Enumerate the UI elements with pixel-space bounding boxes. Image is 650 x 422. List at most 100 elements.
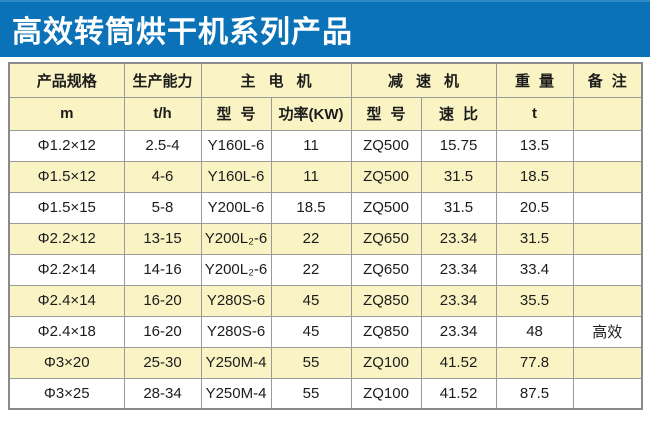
column-header: 型号 bbox=[350, 96, 422, 131]
table-cell: Y280S-6 bbox=[200, 315, 272, 348]
table-cell bbox=[572, 284, 643, 317]
table-cell: Φ2.4×18 bbox=[8, 315, 125, 348]
column-header: 速比 bbox=[420, 96, 497, 131]
table-cell bbox=[572, 191, 643, 224]
table-cell: 22 bbox=[270, 222, 352, 255]
table-cell: Φ1.5×15 bbox=[8, 191, 125, 224]
table-cell: 11 bbox=[270, 160, 352, 193]
table-cell: 41.52 bbox=[420, 346, 497, 379]
table-cell: 18.5 bbox=[495, 160, 574, 193]
table-cell: 5-8 bbox=[123, 191, 202, 224]
header-group-row: 产品规格 生产能力 主电机 减速机 重量 备注 bbox=[8, 62, 643, 98]
column-header: 型号 bbox=[200, 96, 272, 131]
table-row: Φ3×25 28-34 Y250M-4 55 ZQ100 41.52 87.5 bbox=[8, 377, 643, 410]
table-cell: 35.5 bbox=[495, 284, 574, 317]
table-row: Φ2.2×14 14-16 Y200L₂-6 22 ZQ650 23.34 33.4 bbox=[8, 253, 643, 286]
table-cell: 48 bbox=[495, 315, 574, 348]
table-cell: 55 bbox=[270, 377, 352, 410]
table-cell: Y200L-6 bbox=[200, 191, 272, 224]
column-header: 重量 bbox=[495, 62, 574, 98]
table-cell: 77.8 bbox=[495, 346, 574, 379]
table-cell bbox=[572, 377, 643, 410]
table-cell: Y250M-4 bbox=[200, 346, 272, 379]
table-cell: Y200L₂-6 bbox=[200, 222, 272, 255]
table-cell: Φ2.4×14 bbox=[8, 284, 125, 317]
table-cell bbox=[572, 222, 643, 255]
column-header: m bbox=[8, 96, 125, 131]
table-row: Φ2.4×18 16-20 Y280S-6 45 ZQ850 23.34 48 高效 bbox=[8, 315, 643, 348]
table-cell: 55 bbox=[270, 346, 352, 379]
table-cell: ZQ650 bbox=[350, 222, 422, 255]
table-cell bbox=[572, 129, 643, 162]
product-spec-table: 产品规格 生产能力 主电机 减速机 重量 备注 m t/h 型号 功率(KW) 型号 速比 t Φ1.2… bbox=[8, 62, 644, 410]
table-row: Φ2.4×14 16-20 Y280S-6 45 ZQ850 23.34 35.5 bbox=[8, 284, 643, 317]
table-cell: Φ1.5×12 bbox=[8, 160, 125, 193]
table-cell: 41.52 bbox=[420, 377, 497, 410]
column-header: 减速机 bbox=[350, 62, 497, 98]
table-row: Φ2.2×12 13-15 Y200L₂-6 22 ZQ650 23.34 31.5 bbox=[8, 222, 643, 255]
column-header: t/h bbox=[123, 96, 202, 131]
column-header bbox=[572, 96, 643, 131]
table-cell: ZQ500 bbox=[350, 191, 422, 224]
table-cell: ZQ850 bbox=[350, 315, 422, 348]
table-cell: 高效 bbox=[572, 315, 643, 348]
table-cell: ZQ100 bbox=[350, 346, 422, 379]
column-header: 备注 bbox=[572, 62, 643, 98]
table-cell: 23.34 bbox=[420, 253, 497, 286]
table-cell: 25-30 bbox=[123, 346, 202, 379]
table-header: 产品规格 生产能力 主电机 减速机 重量 备注 m t/h 型号 功率(KW) 型号 速比 t bbox=[8, 62, 643, 131]
table-cell: Φ3×20 bbox=[8, 346, 125, 379]
column-header: 生产能力 bbox=[123, 62, 202, 98]
column-header: t bbox=[495, 96, 574, 131]
page-title: 高效转筒烘干机系列产品 bbox=[12, 15, 353, 49]
table-cell: ZQ500 bbox=[350, 129, 422, 162]
table-cell: 20.5 bbox=[495, 191, 574, 224]
table-cell: 45 bbox=[270, 284, 352, 317]
table-cell bbox=[572, 346, 643, 379]
table-cell: 87.5 bbox=[495, 377, 574, 410]
table-cell: 11 bbox=[270, 129, 352, 162]
table-cell: 16-20 bbox=[123, 284, 202, 317]
table-cell: 13.5 bbox=[495, 129, 574, 162]
table-body: Φ1.2×12 2.5-4 Y160L-6 11 ZQ500 15.75 13.5 Φ1.5×… bbox=[8, 129, 643, 410]
table-cell: Φ2.2×14 bbox=[8, 253, 125, 286]
column-header: 功率(KW) bbox=[270, 96, 352, 131]
table-row: Φ1.2×12 2.5-4 Y160L-6 11 ZQ500 15.75 13.5 bbox=[8, 129, 643, 162]
table-cell: Y280S-6 bbox=[200, 284, 272, 317]
table-cell: 31.5 bbox=[495, 222, 574, 255]
header-unit-row: m t/h 型号 功率(KW) 型号 速比 t bbox=[8, 96, 643, 131]
table-cell: 23.34 bbox=[420, 284, 497, 317]
table-cell bbox=[572, 253, 643, 286]
table-cell: Y160L-6 bbox=[200, 160, 272, 193]
table-cell: 28-34 bbox=[123, 377, 202, 410]
table-cell: 45 bbox=[270, 315, 352, 348]
table-cell: 33.4 bbox=[495, 253, 574, 286]
table-row: Φ1.5×12 4-6 Y160L-6 11 ZQ500 31.5 18.5 bbox=[8, 160, 643, 193]
table-cell: 4-6 bbox=[123, 160, 202, 193]
title-banner: 高效转筒烘干机系列产品 bbox=[0, 0, 650, 57]
table-cell: 13-15 bbox=[123, 222, 202, 255]
table-cell: ZQ100 bbox=[350, 377, 422, 410]
table-cell: Y250M-4 bbox=[200, 377, 272, 410]
table-cell bbox=[572, 160, 643, 193]
table-cell: Φ1.2×12 bbox=[8, 129, 125, 162]
table-cell: Y160L-6 bbox=[200, 129, 272, 162]
table-cell: 31.5 bbox=[420, 191, 497, 224]
table-cell: Φ3×25 bbox=[8, 377, 125, 410]
table-cell: ZQ850 bbox=[350, 284, 422, 317]
table-cell: 23.34 bbox=[420, 315, 497, 348]
table-row: Φ1.5×15 5-8 Y200L-6 18.5 ZQ500 31.5 20.5 bbox=[8, 191, 643, 224]
table-cell: Φ2.2×12 bbox=[8, 222, 125, 255]
table-cell: Y200L₂-6 bbox=[200, 253, 272, 286]
table-cell: ZQ650 bbox=[350, 253, 422, 286]
table-cell: 2.5-4 bbox=[123, 129, 202, 162]
table-cell: ZQ500 bbox=[350, 160, 422, 193]
table-cell: 16-20 bbox=[123, 315, 202, 348]
table-row: Φ3×20 25-30 Y250M-4 55 ZQ100 41.52 77.8 bbox=[8, 346, 643, 379]
table-cell: 23.34 bbox=[420, 222, 497, 255]
table-cell: 31.5 bbox=[420, 160, 497, 193]
table-cell: 15.75 bbox=[420, 129, 497, 162]
table-cell: 22 bbox=[270, 253, 352, 286]
table-cell: 14-16 bbox=[123, 253, 202, 286]
table-cell: 18.5 bbox=[270, 191, 352, 224]
